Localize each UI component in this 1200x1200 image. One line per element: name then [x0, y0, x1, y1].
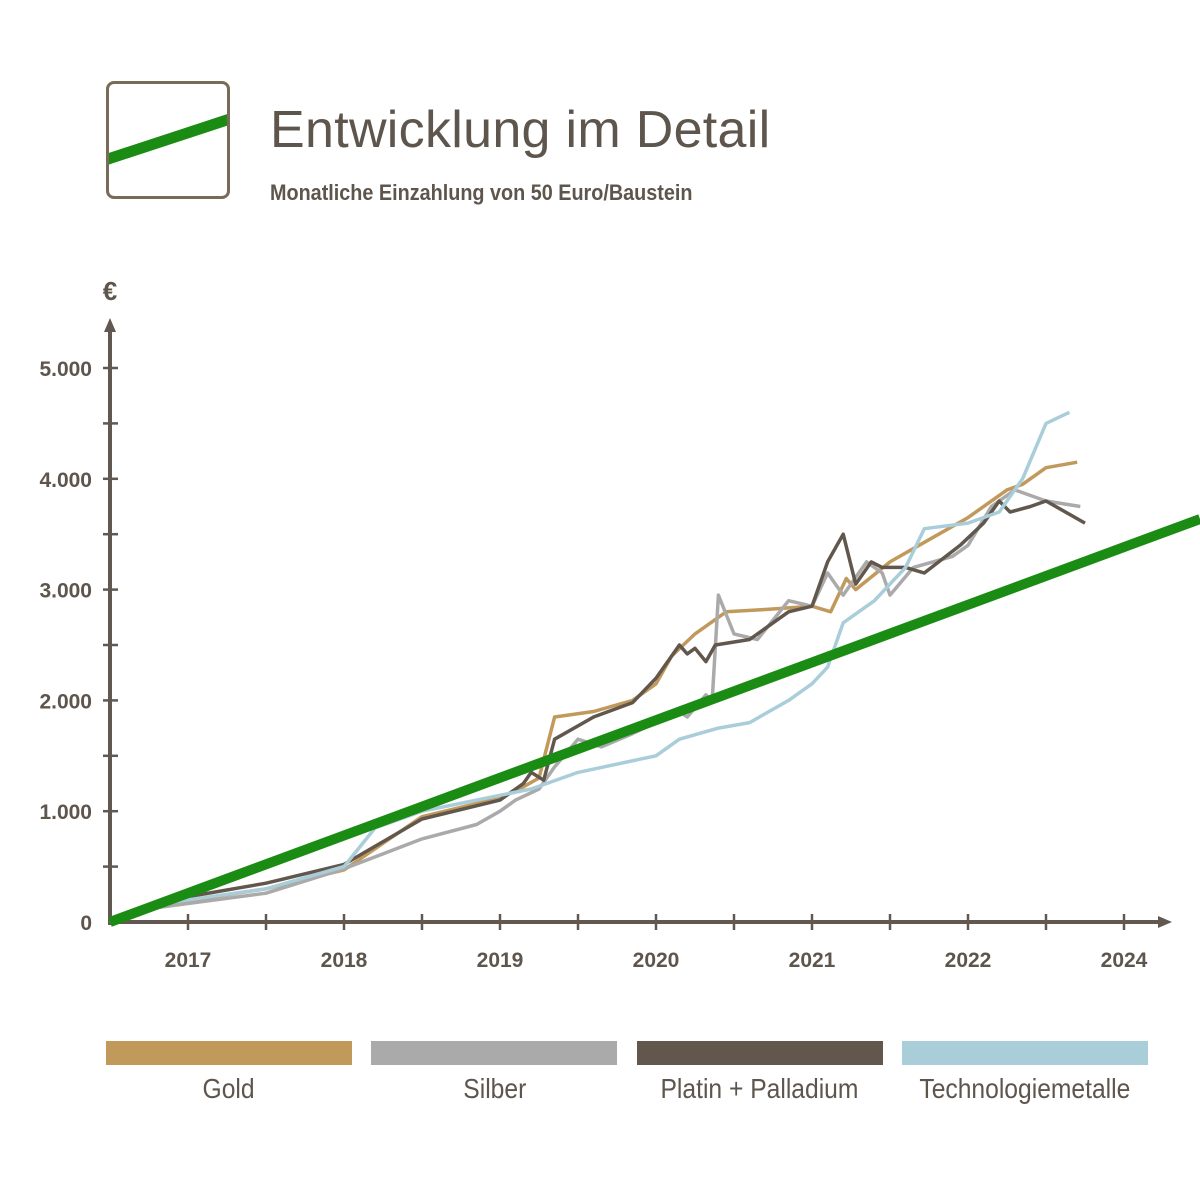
- legend-item-platin: Platin + Palladium: [636, 1041, 883, 1105]
- x-tick-label: 2017: [165, 949, 212, 972]
- y-tick-label: 4.000: [39, 469, 92, 492]
- y-tick-label: 3.000: [39, 580, 92, 603]
- series-line-silber: [109, 488, 1081, 924]
- deposit-layer: [108, 514, 1200, 927]
- deposit-line: [108, 514, 1200, 927]
- page-subtitle: Monatliche Einzahlung von 50 Euro/Bauste…: [270, 180, 693, 205]
- legend-item-tech: Technologiemetalle: [901, 1041, 1148, 1105]
- legend-label: Technologiemetalle: [919, 1073, 1131, 1104]
- y-tick-label: 1.000: [39, 801, 92, 824]
- axis-labels: 0 1.000 2.000 3.000 4.000 5.000 2017 2018 2019 20…: [39, 276, 1147, 972]
- x-tick-label: 2018: [321, 949, 368, 972]
- x-tick-label: 2024: [1101, 949, 1148, 972]
- legend-item-gold: Gold: [106, 1041, 352, 1105]
- y-axis-label: €: [103, 276, 117, 306]
- legend-label: Gold: [202, 1073, 256, 1104]
- series-line-gold: [109, 460, 1078, 924]
- legend-swatch-platin: [636, 1041, 883, 1065]
- series-line-platin-palladium: [109, 499, 1086, 924]
- x-tick-label: 2021: [789, 949, 836, 972]
- legend-item-silber: Silber: [371, 1041, 618, 1105]
- series-layer: [109, 410, 1086, 924]
- series-line-technologiemetalle: [109, 410, 1071, 924]
- axes: [103, 318, 1172, 930]
- y-axis-arrow: [104, 318, 116, 332]
- x-tick-label: 2020: [633, 949, 680, 972]
- x-tick-label: 2022: [945, 949, 992, 972]
- y-tick-label: 2.000: [39, 690, 92, 713]
- page-title: Entwicklung im Detail: [270, 101, 771, 159]
- x-axis-arrow: [1158, 916, 1172, 928]
- rising-line-icon: [106, 81, 230, 199]
- y-tick-label: 5.000: [39, 358, 92, 381]
- logo-line: [109, 114, 227, 165]
- legend-label: Silber: [462, 1073, 526, 1104]
- legend-swatch-tech: [901, 1041, 1148, 1065]
- y-tick-label: 0: [80, 912, 92, 935]
- legend-swatch-silber: [371, 1041, 618, 1065]
- legend-swatch-gold: [106, 1041, 352, 1065]
- legend-label: Platin + Palladium: [660, 1073, 859, 1104]
- legend: Gold Silber Platin + Palladium Technolog…: [106, 1041, 1148, 1105]
- x-tick-label: 2019: [477, 949, 524, 972]
